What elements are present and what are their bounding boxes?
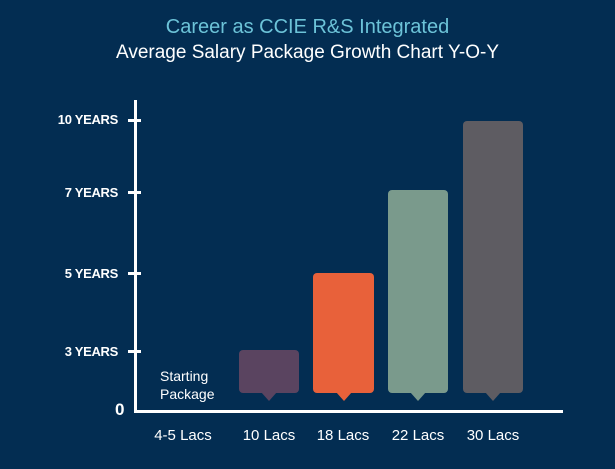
y-tick-7 (128, 191, 141, 194)
bar-pointer (410, 392, 426, 401)
x-label-4-5-lacs: 4-5 Lacs (154, 427, 212, 444)
y-tick-10 (128, 119, 141, 122)
bar-10-lacs (239, 350, 299, 401)
y-tick-5 (128, 272, 141, 275)
bar-pointer (335, 392, 352, 401)
bar-18-lacs (313, 273, 374, 401)
y-axis-line (134, 100, 137, 413)
y-label-5-years: 5 YEARS (64, 266, 119, 281)
bar-30-lacs (463, 121, 523, 401)
starting-package-label: Starting Package (160, 367, 214, 403)
chart-subtitle: Average Salary Package Growth Chart Y-O-… (115, 42, 499, 63)
bar-pointer (261, 392, 277, 401)
x-label-18-lacs: 18 Lacs (316, 427, 370, 444)
bar-pointer (485, 392, 501, 401)
starting-label-line1: Starting (160, 368, 209, 384)
x-axis-line (134, 410, 563, 413)
y-label-7-years: 7 YEARS (64, 185, 119, 200)
y-label-10-years: 10 YEARS (57, 112, 119, 127)
x-label-22-lacs: 22 Lacs (391, 427, 445, 444)
starting-label-line2: Package (160, 386, 215, 402)
y-label-zero: 0 (115, 400, 125, 419)
y-label-3-years: 3 YEARS (64, 344, 119, 359)
chart-title: Career as CCIE R&S Integrated (165, 16, 450, 38)
x-label-30-lacs: 30 Lacs (466, 427, 520, 444)
y-tick-3 (128, 350, 141, 353)
x-label-10-lacs: 10 Lacs (242, 427, 296, 444)
bar-22-lacs (388, 190, 448, 401)
